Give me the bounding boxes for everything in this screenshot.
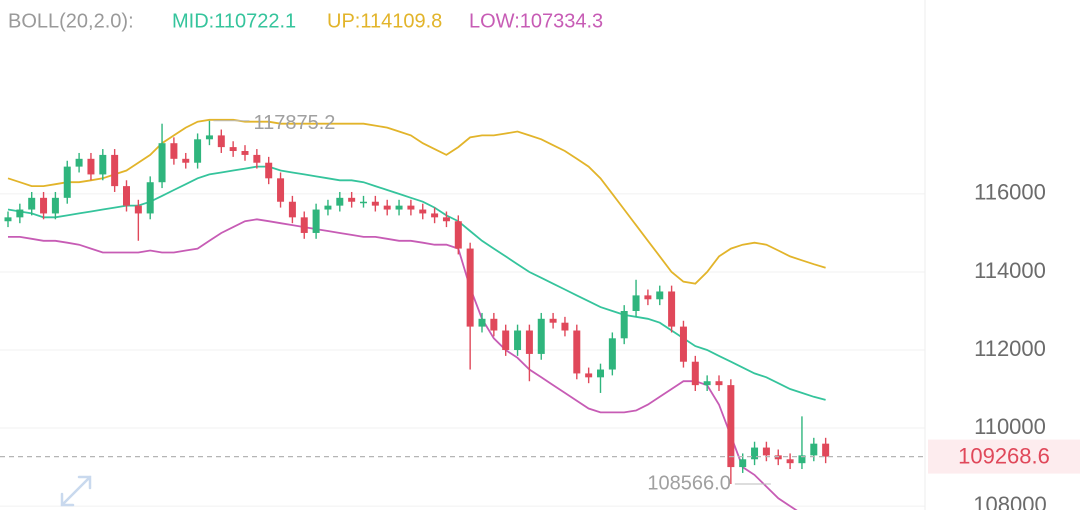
candle-body: [810, 443, 818, 456]
candle-body: [123, 186, 130, 206]
candle-body: [182, 158, 190, 163]
candle-body: [762, 447, 770, 456]
candle-body: [691, 361, 699, 386]
candle-body: [715, 381, 723, 386]
candle-body: [822, 443, 830, 457]
candle-body: [407, 205, 415, 210]
candle-body: [4, 217, 12, 222]
legend-entry: LOW:107334.3: [469, 10, 603, 32]
candle-body: [525, 330, 533, 354]
candle-body: [348, 197, 356, 202]
candle-body: [371, 201, 379, 206]
legend-entry: MID:110722.1: [172, 10, 296, 32]
y-tick-label: 114000: [974, 258, 1046, 283]
candle-body: [502, 330, 510, 351]
boll-line: [7, 165, 826, 401]
overlay: 108000 110000 112000 114000 116000 117875.2 10…: [0, 112, 1080, 510]
legend-entry: UP:114109.8: [327, 10, 442, 32]
candle-body: [632, 295, 640, 311]
candle-body: [751, 447, 759, 460]
candle-body: [774, 455, 782, 460]
current-price-label: 109268.6: [958, 443, 1050, 468]
candles: [4, 120, 830, 485]
candle-body: [798, 455, 806, 464]
candle-body: [786, 459, 794, 464]
candle-body: [158, 143, 166, 183]
y-tick-label: 110000: [974, 414, 1046, 439]
grid: [0, 193, 925, 507]
high-annotation: 117875.2: [253, 112, 335, 134]
current-price-box: [928, 439, 1080, 474]
bands: [7, 118, 826, 510]
candle-body: [561, 322, 569, 331]
candle-body: [549, 318, 557, 323]
candle-body: [739, 459, 747, 468]
candle-body: [573, 330, 581, 374]
candle-body: [490, 318, 498, 331]
candle-body: [324, 205, 332, 210]
candle-body: [585, 373, 593, 378]
expand-icon[interactable]: [60, 475, 92, 507]
candle-body: [111, 154, 119, 187]
candle-body: [75, 158, 83, 167]
candle-body: [395, 205, 403, 210]
candle-body: [87, 158, 95, 175]
candle-body: [620, 310, 628, 339]
candle-body: [265, 162, 273, 179]
candle-body: [679, 326, 687, 362]
candle-body: [312, 209, 320, 233]
candle-body: [16, 209, 24, 218]
y-tick-label: 116000: [974, 180, 1046, 205]
candle-body: [431, 213, 439, 218]
boll-line: [8, 218, 798, 510]
candle-body: [63, 166, 71, 198]
candle-body: [597, 369, 604, 378]
candle-body: [466, 248, 474, 327]
candle-body: [217, 135, 225, 148]
candle-body: [514, 330, 522, 351]
candle-body: [146, 182, 154, 214]
candle-body: [644, 295, 652, 300]
candle-body: [253, 154, 261, 163]
candle-body: [336, 197, 344, 206]
boll-line: [7, 118, 826, 285]
candle-body: [300, 217, 308, 233]
candle-body: [608, 338, 616, 370]
candle-body: [241, 151, 249, 155]
candle-body: [288, 201, 296, 218]
candle-body: [727, 385, 735, 468]
low-annotation: 108566.0: [647, 472, 730, 494]
candle-body: [703, 381, 711, 386]
candle-body: [360, 201, 367, 204]
candle-body: [277, 178, 285, 202]
candle-body: [656, 291, 664, 300]
candle-body: [170, 143, 178, 159]
candle-body: [205, 135, 213, 140]
candle-body: [134, 205, 142, 214]
candle-body: [442, 217, 450, 222]
y-tick-label: 112000: [974, 336, 1046, 361]
candle-body: [383, 205, 391, 210]
candle-body: [419, 209, 427, 214]
candle-body: [194, 139, 202, 163]
candle-body: [537, 318, 545, 354]
candle-body: [229, 147, 237, 152]
y-tick-label: 108000: [973, 492, 1046, 510]
candle-body: [478, 318, 486, 327]
indicator-label: BOLL(20,2.0):: [8, 10, 134, 32]
candle-body: [668, 291, 676, 327]
candle-body: [40, 197, 48, 214]
candle-body: [99, 154, 107, 175]
candle-body: [51, 197, 59, 214]
candle-body: [454, 221, 462, 249]
candle-body: [28, 197, 36, 210]
